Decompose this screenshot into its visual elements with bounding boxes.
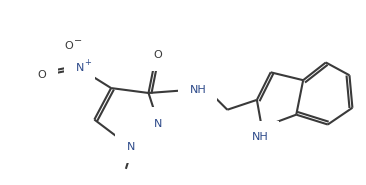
Text: N: N [75,63,84,73]
Text: N: N [154,119,163,129]
Text: NH: NH [251,132,268,142]
Text: O: O [64,41,73,51]
Text: O: O [38,70,46,80]
Text: +: + [85,58,92,67]
Text: −: − [74,36,82,46]
Text: O: O [153,50,162,60]
Text: NH: NH [189,85,206,95]
Text: N: N [127,142,135,152]
